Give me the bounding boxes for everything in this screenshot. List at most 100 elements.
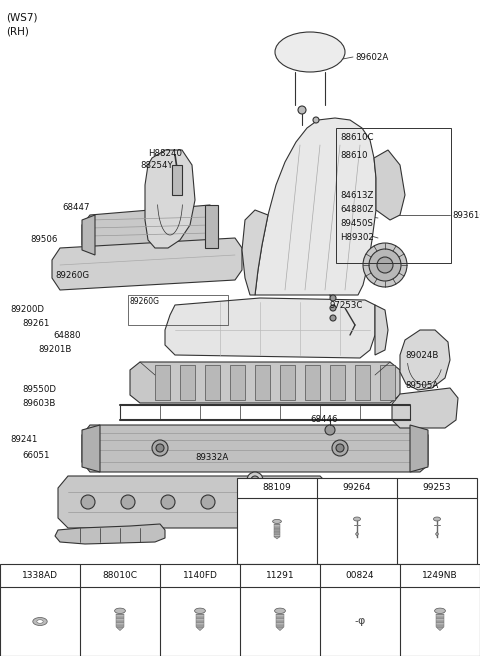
Circle shape bbox=[313, 117, 319, 123]
Polygon shape bbox=[375, 305, 388, 355]
Circle shape bbox=[363, 243, 407, 287]
Ellipse shape bbox=[434, 608, 445, 613]
Ellipse shape bbox=[273, 520, 281, 523]
Text: 89261: 89261 bbox=[22, 319, 49, 327]
Circle shape bbox=[161, 495, 175, 509]
Bar bbox=[196, 625, 204, 627]
Bar bbox=[436, 617, 444, 619]
Bar bbox=[276, 623, 284, 625]
Text: (RH): (RH) bbox=[6, 26, 29, 36]
Bar bbox=[274, 530, 280, 532]
Bar bbox=[274, 535, 280, 537]
Ellipse shape bbox=[37, 620, 43, 623]
Polygon shape bbox=[165, 298, 375, 358]
Bar bbox=[274, 527, 280, 529]
Bar bbox=[128, 295, 228, 325]
Polygon shape bbox=[436, 627, 444, 630]
Text: 1338AD: 1338AD bbox=[22, 571, 58, 580]
Text: 99264: 99264 bbox=[343, 483, 371, 493]
Bar bbox=[276, 625, 284, 627]
Text: 64880Z: 64880Z bbox=[340, 205, 373, 215]
Bar bbox=[280, 365, 295, 400]
Bar bbox=[237, 478, 477, 564]
Bar bbox=[436, 615, 444, 617]
Polygon shape bbox=[400, 330, 450, 390]
Polygon shape bbox=[255, 118, 376, 295]
Polygon shape bbox=[392, 388, 458, 428]
Bar bbox=[276, 617, 284, 619]
Bar bbox=[274, 533, 280, 535]
Bar bbox=[196, 615, 204, 617]
Text: H89302: H89302 bbox=[340, 234, 374, 243]
Circle shape bbox=[152, 440, 168, 456]
Bar bbox=[180, 365, 195, 400]
Text: 89361C: 89361C bbox=[452, 211, 480, 220]
Bar bbox=[117, 625, 124, 627]
Text: 00824: 00824 bbox=[346, 571, 374, 580]
Text: -φ: -φ bbox=[354, 617, 366, 626]
Ellipse shape bbox=[275, 608, 286, 613]
Polygon shape bbox=[410, 425, 428, 472]
Bar bbox=[255, 365, 270, 400]
Text: 64880: 64880 bbox=[53, 331, 81, 340]
Polygon shape bbox=[205, 205, 218, 248]
Text: 89241: 89241 bbox=[10, 436, 37, 445]
Text: 89260G: 89260G bbox=[55, 270, 89, 279]
Bar bbox=[274, 529, 280, 530]
Polygon shape bbox=[82, 215, 95, 255]
Polygon shape bbox=[117, 627, 124, 630]
Bar bbox=[274, 523, 280, 525]
Bar bbox=[117, 621, 124, 623]
Text: H88240: H88240 bbox=[148, 148, 182, 157]
Bar bbox=[436, 613, 444, 615]
Polygon shape bbox=[58, 476, 330, 528]
Text: 97253C: 97253C bbox=[330, 300, 363, 310]
Polygon shape bbox=[196, 627, 204, 630]
Circle shape bbox=[298, 106, 306, 114]
Circle shape bbox=[201, 495, 215, 509]
Circle shape bbox=[330, 295, 336, 301]
Bar bbox=[436, 625, 444, 627]
Text: 11291: 11291 bbox=[266, 571, 294, 580]
Text: 1249NB: 1249NB bbox=[422, 571, 458, 580]
Circle shape bbox=[330, 315, 336, 321]
Circle shape bbox=[332, 440, 348, 456]
Text: (WS7): (WS7) bbox=[6, 12, 37, 22]
Bar bbox=[330, 365, 345, 400]
Polygon shape bbox=[82, 205, 218, 255]
Polygon shape bbox=[274, 537, 280, 539]
Text: 89260G: 89260G bbox=[130, 298, 160, 306]
Text: 89200D: 89200D bbox=[10, 306, 44, 314]
Bar bbox=[276, 615, 284, 617]
Text: 88610C: 88610C bbox=[340, 134, 373, 142]
Circle shape bbox=[156, 444, 164, 452]
Bar bbox=[305, 365, 320, 400]
Circle shape bbox=[81, 495, 95, 509]
Text: 89603B: 89603B bbox=[22, 398, 55, 407]
Bar bbox=[196, 613, 204, 615]
Text: 89201B: 89201B bbox=[38, 344, 72, 354]
Bar bbox=[276, 619, 284, 621]
Text: 1140FD: 1140FD bbox=[182, 571, 217, 580]
Circle shape bbox=[336, 444, 344, 452]
Circle shape bbox=[377, 257, 393, 273]
Circle shape bbox=[330, 305, 336, 311]
Bar bbox=[196, 619, 204, 621]
Text: 89024B: 89024B bbox=[405, 350, 438, 359]
Circle shape bbox=[121, 495, 135, 509]
Bar bbox=[196, 621, 204, 623]
Circle shape bbox=[247, 472, 263, 488]
Text: 89332A: 89332A bbox=[195, 453, 228, 462]
Bar bbox=[117, 623, 124, 625]
Bar bbox=[172, 165, 182, 195]
Polygon shape bbox=[55, 524, 165, 544]
Text: 89602A: 89602A bbox=[355, 52, 388, 62]
Circle shape bbox=[369, 249, 401, 281]
Bar bbox=[230, 365, 245, 400]
Text: 88254Y: 88254Y bbox=[140, 161, 173, 171]
Bar bbox=[155, 365, 170, 400]
Polygon shape bbox=[355, 532, 359, 536]
Text: 89505A: 89505A bbox=[405, 380, 438, 390]
Bar bbox=[355, 365, 370, 400]
Bar bbox=[380, 365, 395, 400]
